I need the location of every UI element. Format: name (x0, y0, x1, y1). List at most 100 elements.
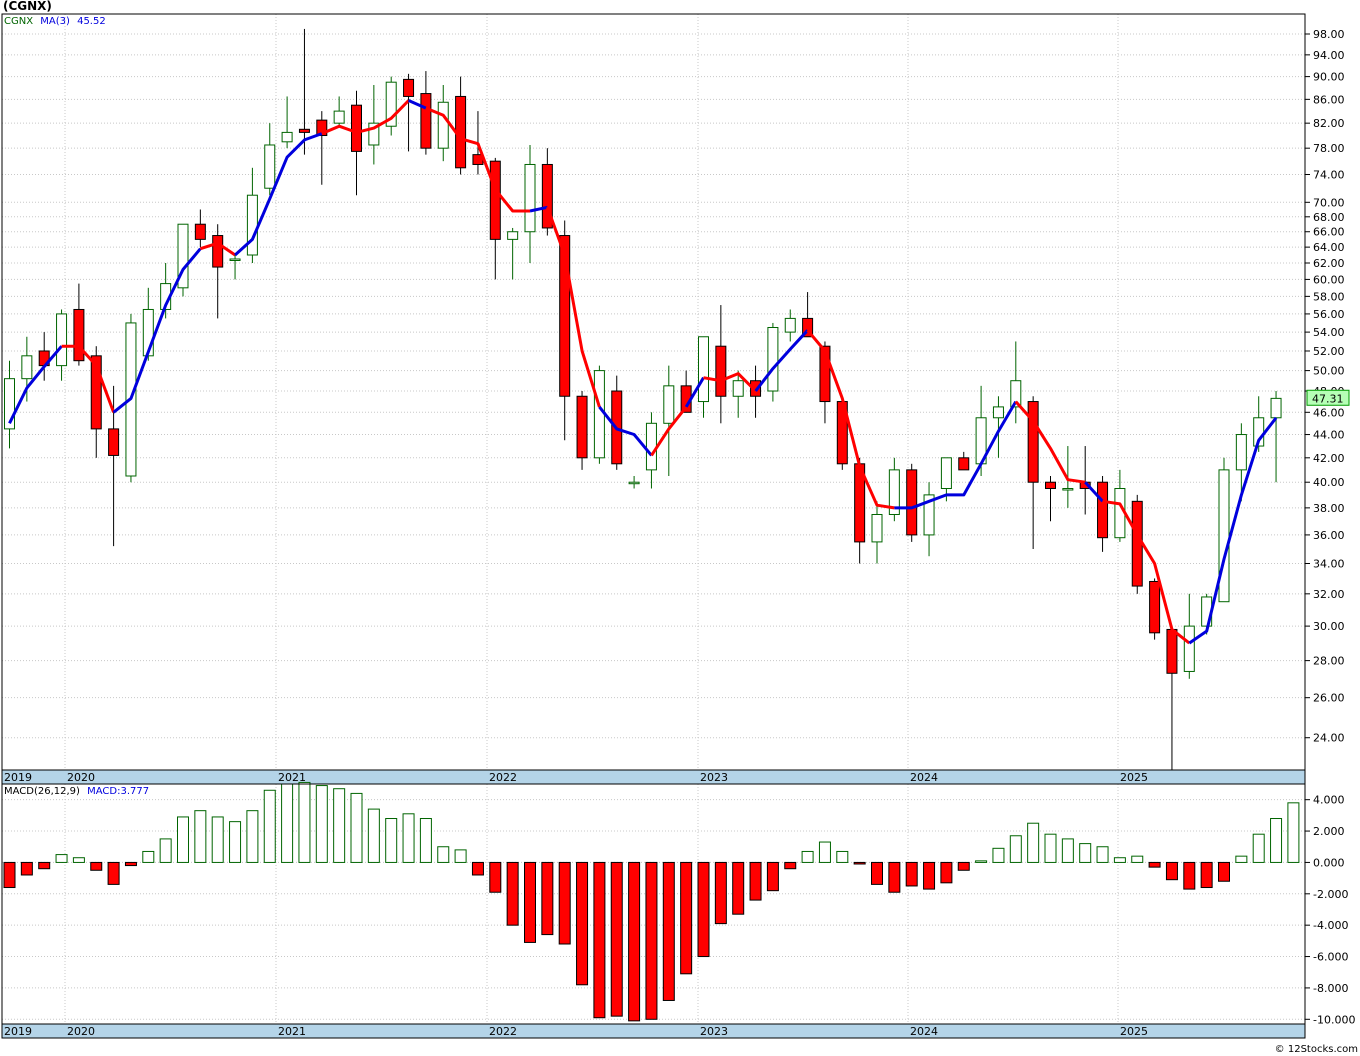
macd-bar-positive (315, 785, 328, 863)
macd-bar-negative (1218, 861, 1230, 882)
chart-title: (CGNX) (3, 0, 52, 13)
candle-body-up (333, 110, 345, 124)
candle-body-down (750, 380, 762, 397)
macd-bar-positive (177, 816, 189, 863)
candle-body-down (298, 128, 310, 133)
macd-bar-negative (1200, 861, 1213, 889)
macd-bar-positive (1009, 835, 1022, 863)
price-legend: CGNX MA(3) 45.52 (4, 16, 106, 27)
macd-bar-negative (714, 861, 727, 925)
macd-bar-positive (975, 860, 988, 863)
candle-body-up (940, 457, 952, 490)
macd-bar-positive (55, 854, 68, 863)
macd-bar-negative (541, 861, 554, 936)
macd-bar-positive (298, 781, 311, 863)
ma-segment-down (199, 241, 236, 257)
candle-body-down (1027, 401, 1039, 483)
price-x-tick-label: 2022 (489, 771, 517, 784)
price-y-tick-label: 26.00 (1313, 692, 1345, 705)
candle-body-down (715, 345, 727, 397)
macd-bar-negative (38, 861, 51, 870)
candle-body-up (888, 469, 900, 515)
macd-x-tick-label: 2020 (67, 1025, 95, 1038)
price-legend-symbol: CGNX (4, 16, 34, 27)
price-x-tick-label: 2024 (910, 771, 938, 784)
macd-bar-positive (1044, 833, 1057, 863)
ma-segment-up (894, 400, 1018, 510)
candle-body-up (264, 144, 276, 189)
ma-segment-up (1084, 481, 1104, 503)
candle-body-up (923, 494, 935, 536)
price-y-tick-label: 98.00 (1313, 28, 1345, 41)
price-y-tick-label: 34.00 (1313, 558, 1345, 571)
candle-body-down (1131, 500, 1143, 587)
candle-body-up (1062, 488, 1074, 491)
price-x-tick-label: 2021 (278, 771, 306, 784)
macd-y-tick-label: -10.000 (1313, 1013, 1355, 1026)
macd-bar-positive (72, 857, 85, 863)
candle-body-down (403, 78, 415, 97)
macd-y-tick-label: 2.000 (1313, 825, 1345, 838)
macd-bar-negative (871, 861, 883, 885)
candle-body-up (992, 406, 1004, 419)
macd-bar-positive (1027, 822, 1040, 863)
price-y-tick-label: 40.00 (1313, 476, 1345, 489)
price-candles (4, 28, 1282, 770)
macd-bar-positive (419, 818, 432, 863)
ma-segment-up (684, 376, 705, 408)
macd-bar-negative (471, 861, 484, 876)
candle-body-down (958, 457, 970, 471)
candle-body-down (1045, 481, 1056, 490)
last-price-label: 47.31 (1312, 392, 1344, 405)
macd-bar-positive (367, 808, 380, 863)
candle-body-up (698, 336, 709, 403)
macd-bar-positive (992, 847, 1005, 863)
macd-y-tick-label: -2.000 (1313, 888, 1348, 901)
candle-body-down (90, 355, 102, 430)
macd-bar-positive (1061, 838, 1074, 863)
candle-body-up (246, 194, 258, 256)
price-y-tick-label: 78.00 (1313, 142, 1345, 155)
macd-x-tick-label: 2025 (1120, 1025, 1148, 1038)
macd-bar-positive (437, 846, 450, 863)
price-y-tick-label: 94.00 (1313, 49, 1345, 62)
macd-bar-negative (593, 861, 606, 1019)
candle-body-up (628, 481, 640, 485)
macd-bar-negative (1148, 861, 1161, 868)
price-y-tick-label: 64.00 (1313, 241, 1345, 254)
macd-bar-negative (645, 861, 658, 1020)
candle-body-down (489, 160, 501, 240)
ma-segment-up (112, 247, 202, 414)
price-grid (1, 14, 1305, 770)
price-y-tick-label: 68.00 (1313, 211, 1345, 224)
macd-bar-positive (385, 818, 398, 863)
macd-bar-positive (229, 821, 242, 863)
macd-bar-positive (1270, 818, 1283, 863)
candle-body-down (108, 428, 120, 456)
price-x-axis-band (1, 769, 1306, 785)
macd-bar-negative (506, 861, 519, 926)
macd-bar-positive (1113, 857, 1126, 863)
macd-bar-positive (402, 813, 415, 863)
ma-segment-down (806, 329, 895, 510)
macd-bar-negative (489, 861, 502, 893)
candle-body-up (524, 163, 536, 233)
macd-y-tick-label: -6.000 (1313, 951, 1348, 964)
macd-x-tick-label: 2021 (278, 1025, 306, 1038)
macd-bar-negative (610, 861, 623, 1017)
macd-bar-positive (263, 789, 276, 863)
candle-body-up (645, 422, 657, 471)
macd-bar-positive (159, 838, 172, 863)
price-y-tick-label: 50.00 (1313, 365, 1345, 378)
candle-body-up (281, 131, 293, 143)
candle-body-down (559, 235, 571, 397)
price-y-tick-label: 52.00 (1313, 345, 1345, 358)
macd-bar-positive (1131, 855, 1144, 863)
candle-body-up (4, 378, 15, 430)
macd-panel-frame (1, 783, 1306, 1025)
macd-bar-positive (1096, 846, 1109, 863)
ma-segment-down (1014, 400, 1086, 484)
copyright-text: © 12Stocks.com (1274, 1044, 1358, 1055)
macd-bar-positive (1235, 855, 1248, 863)
candle-body-up (593, 370, 605, 459)
